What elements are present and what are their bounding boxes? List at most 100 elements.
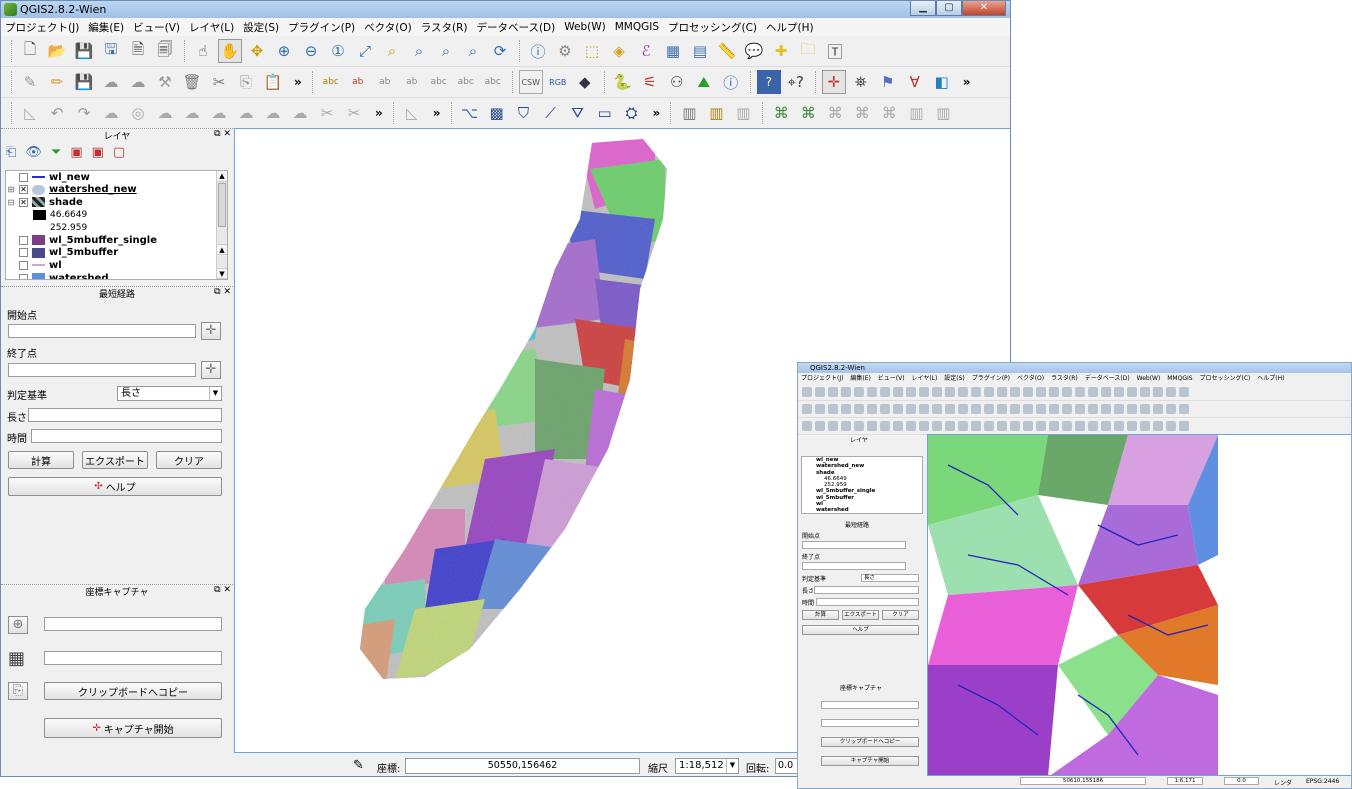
add-vertex-icon[interactable]: ⌥: [460, 104, 479, 122]
geo-tool-5-icon[interactable]: ⌘: [881, 104, 897, 122]
toolbar-more-button[interactable]: »: [294, 75, 302, 89]
inset-menu-item[interactable]: ベクタ(O): [1016, 375, 1045, 382]
statistics-icon[interactable]: ▤: [692, 42, 708, 60]
db-tool-1-icon[interactable]: ▥: [682, 104, 697, 122]
layer-checkbox[interactable]: ✕: [19, 197, 28, 207]
zoom-last-icon[interactable]: ⌕: [441, 42, 451, 60]
toolbar-more-button-3[interactable]: »: [375, 106, 383, 120]
capture-end-point-icon[interactable]: ✛: [201, 361, 221, 379]
inset-menu-item[interactable]: ラスタ(R): [1051, 375, 1078, 382]
layer-row-shade[interactable]: ⊟ ✕ shade: [7, 196, 83, 208]
inset-menu-item[interactable]: Web(W): [1136, 375, 1161, 382]
menu-edit[interactable]: 編集(E): [88, 21, 125, 34]
inset-menu-item[interactable]: データベース(D): [1084, 375, 1130, 382]
touch-zoom-icon[interactable]: ☝: [198, 42, 208, 60]
inset-end-input[interactable]: [802, 562, 906, 570]
split-features-icon[interactable]: ✂: [320, 104, 334, 122]
add-part-icon[interactable]: ☁: [157, 104, 173, 122]
field-calculator-icon[interactable]: ℰ: [641, 42, 651, 60]
digitize-icon[interactable]: ◺: [24, 104, 36, 122]
move-label-icon[interactable]: ab: [406, 77, 418, 87]
inset-menu-item[interactable]: レイヤ(L): [911, 375, 938, 382]
start-point-input[interactable]: [8, 324, 196, 338]
inset-map-canvas[interactable]: [927, 434, 1351, 776]
save-edits-icon[interactable]: 💾: [74, 73, 94, 91]
zoom-out-icon[interactable]: ⊖: [304, 42, 318, 60]
end-point-input[interactable]: [8, 363, 196, 377]
shortest-path-close-button[interactable]: ✕: [223, 287, 231, 297]
new-bookmark-icon[interactable]: ✚: [774, 42, 788, 60]
inset-start-input[interactable]: [802, 541, 906, 549]
layer-row-wl-5mbuffer[interactable]: wl_5mbuffer: [6, 247, 227, 260]
rgb-icon[interactable]: RGB: [549, 77, 567, 87]
inset-crs-label[interactable]: EPSG:2446: [1306, 778, 1340, 785]
vector-tool-2-icon[interactable]: ⟋: [545, 104, 556, 122]
refresh-icon[interactable]: ⟳: [493, 42, 507, 60]
delete-selected-icon[interactable]: 🗑: [182, 73, 202, 91]
db-tool-2-icon[interactable]: ▥: [709, 104, 724, 122]
menu-layer[interactable]: レイヤ(L): [189, 21, 235, 34]
save-project-icon[interactable]: 💾: [74, 42, 94, 60]
calculate-button[interactable]: 計算: [8, 451, 74, 469]
inset-menu-item[interactable]: 編集(E): [850, 375, 871, 382]
coordinate-input[interactable]: 50550,156462: [405, 758, 640, 774]
layers-float-button[interactable]: ⧉: [214, 129, 221, 139]
delete-part-icon[interactable]: ☁: [238, 104, 254, 122]
menu-settings[interactable]: 設定(S): [243, 21, 280, 34]
geo-tool-3-icon[interactable]: ⌘: [827, 104, 843, 122]
inset-scale-select[interactable]: 1:6,171: [1167, 777, 1203, 785]
inset-capture-button[interactable]: キャプチャ開始: [821, 756, 919, 766]
export-button[interactable]: エクスポート: [82, 451, 148, 469]
layer-checkbox[interactable]: [19, 273, 28, 279]
menu-view[interactable]: ビュー(V): [133, 21, 181, 34]
layer-row-wl-new[interactable]: wl_new: [6, 171, 227, 184]
minimize-button[interactable]: ▁: [910, 1, 936, 16]
inset-rotation-input[interactable]: 0.0: [1224, 777, 1259, 785]
cut-features-icon[interactable]: ✂: [212, 73, 226, 91]
add-group-icon[interactable]: ⎗: [6, 145, 17, 160]
node-tool-icon[interactable]: ⚒: [158, 73, 172, 91]
move-feature-icon[interactable]: ☁: [130, 73, 146, 91]
geo-tool-4-icon[interactable]: ⌘: [854, 104, 870, 122]
plugin-3-icon[interactable]: ◧: [934, 73, 949, 91]
inset-menu-item[interactable]: 設定(S): [944, 375, 965, 382]
zoom-native-icon[interactable]: ①: [331, 42, 345, 60]
simplify-icon[interactable]: ☁: [103, 104, 119, 122]
inset-layer-item[interactable]: watershed_new: [816, 463, 865, 470]
new-print-composer-icon[interactable]: 🗎: [131, 39, 145, 58]
inset-criterion-select[interactable]: 長さ: [861, 574, 919, 582]
help-contents-icon[interactable]: ?: [756, 70, 781, 94]
coordinate-capture-icon[interactable]: ⛯: [854, 73, 867, 91]
zoom-full-icon[interactable]: ⤢: [358, 42, 371, 60]
inset-help-button[interactable]: ヘルプ: [802, 625, 919, 635]
plugin-1-icon[interactable]: ⚑: [881, 73, 895, 91]
annotation-icon[interactable]: 💬: [744, 42, 764, 60]
toolbar-more-button-2[interactable]: »: [962, 75, 971, 89]
vector-tool-1-icon[interactable]: ⛉: [517, 104, 530, 122]
toolbar-more-button-4[interactable]: »: [432, 106, 441, 120]
filter-legend-icon[interactable]: ⏷: [50, 145, 62, 160]
identify-icon[interactable]: ⓘ: [530, 42, 546, 61]
shortest-path-float-button[interactable]: ⧉: [214, 287, 221, 297]
scroll-up-icon-2[interactable]: ▲: [217, 244, 227, 255]
new-project-icon[interactable]: 🗋: [23, 39, 37, 58]
inset-menu-item[interactable]: プラグイン(P): [971, 375, 1011, 382]
graph-icon[interactable]: ⚟: [643, 73, 657, 91]
zoom-selection-icon[interactable]: ⌕: [387, 42, 397, 60]
zoom-in-icon[interactable]: ⊕: [277, 42, 291, 60]
capture-start-point-icon[interactable]: ✛: [201, 322, 221, 340]
grid-icon[interactable]: ▩: [489, 104, 504, 122]
layer-checkbox[interactable]: [19, 172, 28, 182]
inset-copy-button[interactable]: クリップボードへコピー: [821, 737, 919, 747]
vector-tool-5-icon[interactable]: ⛭: [625, 104, 638, 122]
zoom-next-icon[interactable]: ⌕: [468, 42, 478, 60]
layer-row-wl[interactable]: wl: [6, 259, 227, 272]
menu-database[interactable]: データベース(D): [476, 21, 556, 34]
crs-globe-icon[interactable]: ⊕: [8, 616, 28, 634]
menu-processing[interactable]: プロセッシング(C): [668, 21, 758, 34]
snapping-icon[interactable]: ◺: [405, 104, 418, 122]
current-edits-icon[interactable]: ✎: [23, 73, 37, 91]
paste-features-icon[interactable]: 📋: [263, 73, 283, 91]
inset-menu-item[interactable]: プロセッシング(C): [1199, 375, 1251, 382]
menu-vector[interactable]: ベクタ(O): [364, 21, 412, 34]
